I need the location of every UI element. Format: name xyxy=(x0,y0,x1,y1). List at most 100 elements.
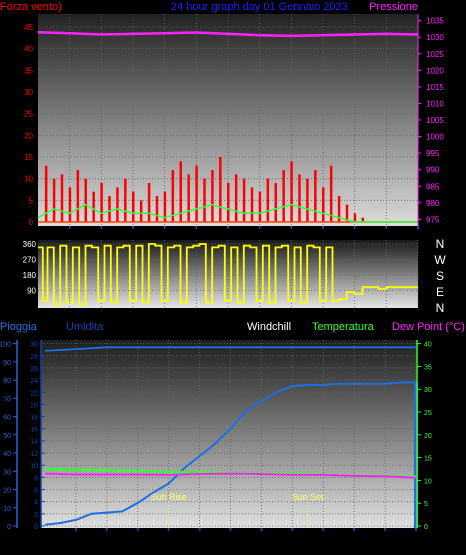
wind-x-tick-label: 18 xyxy=(319,231,328,240)
wind-bar xyxy=(242,178,246,222)
temperature-tick-label: 40 xyxy=(424,342,432,349)
direction-grid xyxy=(38,240,419,308)
humidity-tick-label: 2 xyxy=(34,512,38,519)
humidity-tick-label: 16 xyxy=(30,427,38,434)
temperature-x-tick-label: 10 xyxy=(195,539,204,548)
direction-axis-ticks: 90 180 270 360 xyxy=(23,240,37,296)
temperature-x-tick-label: 16 xyxy=(288,539,297,548)
wind-bar xyxy=(290,161,293,222)
temperature-tick-label: 5 xyxy=(424,501,428,508)
direction-tick-label: 180 xyxy=(23,271,37,280)
wind-bar xyxy=(211,170,214,222)
chart-title: 24 hour graph day 01 Gennaio 2023 xyxy=(171,1,348,13)
wind-bar xyxy=(345,204,349,222)
direction-tick-label: 270 xyxy=(23,256,37,265)
wind-bar xyxy=(353,213,357,222)
temperature-x-tick-label: 20 xyxy=(350,539,359,548)
wind-bar xyxy=(187,174,190,222)
wind-bar xyxy=(329,165,333,222)
wind-bar xyxy=(100,183,103,222)
wind-bar xyxy=(52,178,56,222)
wind-bar xyxy=(179,161,182,222)
wind-bar xyxy=(163,191,167,222)
rain-tick-label: 10 xyxy=(3,506,11,513)
wind-bar xyxy=(76,170,80,222)
rain-tick-label: 30 xyxy=(3,469,11,476)
rain-tick-label: 40 xyxy=(3,451,11,458)
wind-x-tick-label: 20 xyxy=(350,231,359,240)
wind-axis-label: Forza vento) xyxy=(0,1,62,13)
wind-x-tick-label: 08 xyxy=(160,231,169,240)
wind-bar xyxy=(203,178,206,222)
wind-bar xyxy=(282,170,285,222)
wind-tick-label: 20 xyxy=(24,131,33,140)
wind-x-tick-label: 16 xyxy=(287,231,296,240)
wind-bar xyxy=(124,178,127,222)
rain-tick-label: 60 xyxy=(3,415,11,422)
wind-bar xyxy=(116,187,119,222)
wind-x-ticks: 02 04 06 08 10 12 14 16 18 20 22 00 xyxy=(65,226,423,240)
wind-x-tick-label: 14 xyxy=(255,231,264,240)
wind-bar xyxy=(274,183,277,222)
pressure-tick-label: 1035 xyxy=(426,17,444,26)
pressure-tick-label: 1010 xyxy=(426,99,444,108)
wind-bar xyxy=(195,165,198,222)
wind-axis-ticks: 0 5 10 15 20 25 30 35 40 45 xyxy=(24,23,33,227)
rain-tick-label: 100 xyxy=(0,342,11,349)
temperature-tick-label: 25 xyxy=(424,410,432,417)
wind-x-tick-label: 22 xyxy=(382,231,391,240)
direction-tick-label: 90 xyxy=(27,287,36,296)
humidity-tick-label: 20 xyxy=(30,402,38,409)
humidity-tick-label: 18 xyxy=(30,415,38,422)
wind-bar xyxy=(171,170,175,222)
pressure-tick-label: 995 xyxy=(426,149,440,158)
wind-bar xyxy=(44,165,48,222)
wind-bar xyxy=(60,174,64,222)
wind-tick-label: 0 xyxy=(29,218,34,227)
wind-bar xyxy=(68,187,72,222)
compass-letter: E xyxy=(436,285,444,299)
temperature-tick-label: 0 xyxy=(424,524,428,531)
compass-letter: S xyxy=(436,269,444,283)
wind-bar xyxy=(108,196,111,222)
temperature-x-tick-label: 14 xyxy=(257,539,266,548)
humidity-tick-label: 30 xyxy=(30,342,38,349)
humidity-tick-label: 22 xyxy=(30,390,38,397)
temperature-tick-label: 10 xyxy=(424,478,432,485)
compass-letter: N xyxy=(436,301,445,315)
temperature-x-tick-label: Sun Set xyxy=(309,539,338,548)
rain-total-bar xyxy=(414,382,418,528)
wind-x-tick-label: 00 xyxy=(414,231,423,240)
temperature-x-tick-label: 00 xyxy=(412,539,421,548)
temperature-x-tick-label: 12 xyxy=(226,539,235,548)
wind-x-tick-label: 10 xyxy=(192,231,201,240)
wind-bar xyxy=(139,200,143,222)
rain-tick-label: 50 xyxy=(3,433,11,440)
pressure-tick-label: 985 xyxy=(426,182,440,191)
humidity-tick-label: 26 xyxy=(30,366,38,373)
wind-bar xyxy=(337,196,341,222)
rain-tick-label: 80 xyxy=(3,378,11,385)
temperature-x-tick-label: 02 xyxy=(71,539,80,548)
windchill-label: Windchill xyxy=(247,321,291,333)
wind-tick-label: 40 xyxy=(24,45,33,54)
sun-set-label: Sun Set xyxy=(292,492,325,502)
humidity-tick-label: 14 xyxy=(30,439,38,446)
pressure-tick-label: 1000 xyxy=(426,133,444,142)
pressure-tick-label: 1005 xyxy=(426,116,444,125)
pressure-line xyxy=(37,30,419,38)
wind-bar xyxy=(132,191,135,222)
wind-tick-label: 30 xyxy=(24,88,33,97)
wind-bar xyxy=(84,178,87,222)
temperature-axis-label: Temperatura xyxy=(312,321,375,333)
pressure-tick-label: 990 xyxy=(426,166,440,175)
sun-rise-label: Sun Rise xyxy=(150,492,187,502)
temperature-tick-label: 30 xyxy=(424,387,432,394)
temperature-grid xyxy=(41,340,417,528)
humidity-tick-label: 6 xyxy=(34,488,38,495)
wind-bar xyxy=(306,178,309,222)
temperature-plot-area xyxy=(41,340,416,528)
rain-tick-label: 0 xyxy=(7,524,11,531)
wind-tick-label: 25 xyxy=(24,110,33,119)
wind-bar xyxy=(298,174,301,222)
